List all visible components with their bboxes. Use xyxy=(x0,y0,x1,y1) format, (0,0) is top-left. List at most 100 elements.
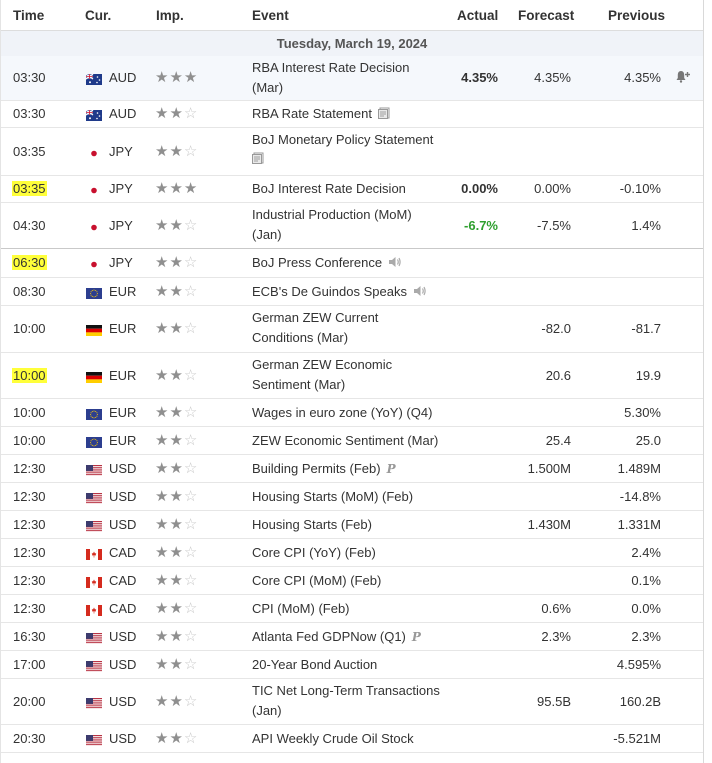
event-line-1: ECB's De Guindos Speaks xyxy=(252,284,407,299)
table-row[interactable]: 20:00 USD ★★☆ TIC Net Long-Term Transaction… xyxy=(1,679,703,725)
star-empty-icon: ☆ xyxy=(183,628,199,645)
currency-code: CAD xyxy=(109,601,137,616)
event-time: 12:30 xyxy=(13,573,46,588)
event-name[interactable]: TIC Net Long-Term Transactions (Jan) xyxy=(252,681,452,721)
star-filled-icon: ★ xyxy=(169,217,184,234)
header-time[interactable]: Time xyxy=(13,8,45,23)
event-line-1: 20-Year Bond Auction xyxy=(252,657,378,672)
event-line-1: RBA Interest Rate Decision xyxy=(252,60,410,75)
event-name[interactable]: Industrial Production (MoM) (Jan) xyxy=(252,205,452,245)
event-name[interactable]: CPI (MoM) (Feb) xyxy=(252,599,452,619)
table-row[interactable]: 10:00 EUR ★★☆ Wages in euro zone (YoY) (Q4)… xyxy=(1,399,703,427)
event-time: 10:00 xyxy=(13,405,46,420)
us-flag-icon xyxy=(86,734,102,746)
header-importance[interactable]: Imp. xyxy=(156,8,184,23)
event-name[interactable]: Atlanta Fed GDPNow (Q1) P xyxy=(252,627,452,647)
table-row[interactable]: 17:00 USD ★★☆ 20-Year Bond Auction 4.595% xyxy=(1,651,703,679)
star-empty-icon: ☆ xyxy=(183,404,199,421)
star-filled-icon: ★ xyxy=(169,488,184,505)
table-row[interactable]: 04:30 JPY ★★☆ Industrial Production (MoM) (J… xyxy=(1,203,703,250)
table-row[interactable]: 03:30 AUD ★★★ RBA Interest Rate Decision (Ma… xyxy=(1,56,703,101)
star-empty-icon: ☆ xyxy=(183,730,199,747)
event-time: 12:30 xyxy=(13,517,46,532)
report-icon[interactable] xyxy=(252,152,264,167)
table-row[interactable]: 12:30 CAD ★★☆ CPI (MoM) (Feb) 0.6% 0.0% xyxy=(1,595,703,623)
event-name[interactable]: BoJ Monetary Policy Statement xyxy=(252,130,452,170)
previous-value: 4.595% xyxy=(616,657,661,672)
event-line-1: BoJ Press Conference xyxy=(252,255,383,270)
event-name[interactable]: Core CPI (YoY) (Feb) xyxy=(252,543,452,563)
table-row[interactable]: 20:30 USD ★★☆ API Weekly Crude Oil Stock -5.… xyxy=(1,725,703,753)
forecast-value: 95.5B xyxy=(537,694,571,709)
star-empty-icon: ☆ xyxy=(183,320,199,337)
event-name[interactable]: Wages in euro zone (YoY) (Q4) xyxy=(252,403,452,423)
speaker-icon[interactable] xyxy=(388,254,402,274)
table-row[interactable]: 03:35 JPY ★★★ BoJ Interest Rate Decision 0.0… xyxy=(1,176,703,203)
table-row[interactable]: 06:30 JPY ★★☆ BoJ Press Conference xyxy=(1,249,703,278)
event-name[interactable]: Building Permits (Feb) P xyxy=(252,459,452,479)
star-filled-icon: ★ xyxy=(169,69,184,86)
importance-stars: ★★☆ xyxy=(155,253,198,271)
event-name[interactable]: RBA Rate Statement xyxy=(252,104,452,125)
currency-code: USD xyxy=(109,694,137,709)
header-currency[interactable]: Cur. xyxy=(85,8,112,23)
event-line-1: Core CPI (MoM) (Feb) xyxy=(252,573,382,588)
currency-code: AUD xyxy=(109,70,137,85)
star-filled-icon: ★ xyxy=(169,628,184,645)
actual-value: 0.00% xyxy=(461,181,498,196)
currency-code: USD xyxy=(109,517,137,532)
event-line-1: German ZEW Economic xyxy=(252,357,393,372)
jp-flag-icon xyxy=(86,147,102,159)
event-name[interactable]: Housing Starts (MoM) (Feb) xyxy=(252,487,452,507)
speaker-icon[interactable] xyxy=(413,283,427,303)
header-event[interactable]: Event xyxy=(252,8,289,23)
event-name[interactable]: 20-Year Bond Auction xyxy=(252,655,452,675)
table-row[interactable]: 08:30 EUR ★★☆ ECB's De Guindos Speaks xyxy=(1,278,703,306)
event-name[interactable]: ZEW Economic Sentiment (Mar) xyxy=(252,431,452,451)
event-name[interactable]: German ZEW Current Conditions (Mar) xyxy=(252,308,452,348)
event-name[interactable]: BoJ Press Conference xyxy=(252,253,452,274)
actual-value: -6.7% xyxy=(464,218,498,233)
eu-flag-icon xyxy=(86,436,102,448)
event-name[interactable]: German ZEW Economic Sentiment (Mar) xyxy=(252,355,452,395)
star-filled-icon: ★ xyxy=(155,544,170,561)
previous-value: -5.521M xyxy=(613,731,661,746)
forecast-value: -82.0 xyxy=(541,321,571,336)
star-filled-icon: ★ xyxy=(155,730,170,747)
event-name[interactable]: Core CPI (MoM) (Feb) xyxy=(252,571,452,591)
event-name[interactable]: ECB's De Guindos Speaks xyxy=(252,282,452,303)
table-row[interactable]: 10:00 EUR ★★☆ ZEW Economic Sentiment (Mar) 2… xyxy=(1,427,703,455)
forecast-value: 0.00% xyxy=(534,181,571,196)
star-filled-icon: ★ xyxy=(155,367,170,384)
add-alert-bell-icon[interactable] xyxy=(675,70,691,87)
table-row[interactable]: 03:30 AUD ★★☆ RBA Rate Statement xyxy=(1,101,703,128)
table-row[interactable]: 16:30 USD ★★☆ Atlanta Fed GDPNow (Q1) P 2.3% 2… xyxy=(1,623,703,651)
star-empty-icon: ☆ xyxy=(183,217,199,234)
currency-code: AUD xyxy=(109,106,137,121)
table-row[interactable]: 12:30 USD ★★☆ Housing Starts (Feb) 1.430M 1.3… xyxy=(1,511,703,539)
event-name[interactable]: RBA Interest Rate Decision (Mar) xyxy=(252,58,452,98)
header-forecast[interactable]: Forecast xyxy=(518,8,575,23)
star-filled-icon: ★ xyxy=(169,693,184,710)
table-row[interactable]: 12:30 CAD ★★☆ Core CPI (YoY) (Feb) 2.4% xyxy=(1,539,703,567)
star-filled-icon: ★ xyxy=(183,180,199,197)
actual-value: 4.35% xyxy=(461,70,498,85)
table-row[interactable]: 10:00 EUR ★★☆ German ZEW Current Conditions … xyxy=(1,306,703,353)
header-actual[interactable]: Actual xyxy=(457,8,499,23)
report-icon[interactable] xyxy=(377,105,390,125)
table-row[interactable]: 12:30 USD ★★☆ Building Permits (Feb) P 1.500M… xyxy=(1,455,703,483)
event-name[interactable]: Housing Starts (Feb) xyxy=(252,515,452,535)
jp-flag-icon xyxy=(86,258,102,270)
importance-stars: ★★☆ xyxy=(155,655,198,673)
event-time: 12:30 xyxy=(13,461,46,476)
table-row[interactable]: 12:30 USD ★★☆ Housing Starts (MoM) (Feb) -14… xyxy=(1,483,703,511)
header-previous[interactable]: Previous xyxy=(608,8,666,23)
event-name[interactable]: BoJ Interest Rate Decision xyxy=(252,179,452,199)
star-filled-icon: ★ xyxy=(155,143,170,160)
table-row[interactable]: 10:00 EUR ★★☆ German ZEW Economic Sentiment … xyxy=(1,353,703,399)
event-time: 06:30 xyxy=(12,255,47,270)
event-name[interactable]: API Weekly Crude Oil Stock xyxy=(252,729,452,749)
table-row[interactable]: 03:35 JPY ★★☆ BoJ Monetary Policy Statement xyxy=(1,128,703,176)
table-row[interactable]: 12:30 CAD ★★☆ Core CPI (MoM) (Feb) 0.1% xyxy=(1,567,703,595)
